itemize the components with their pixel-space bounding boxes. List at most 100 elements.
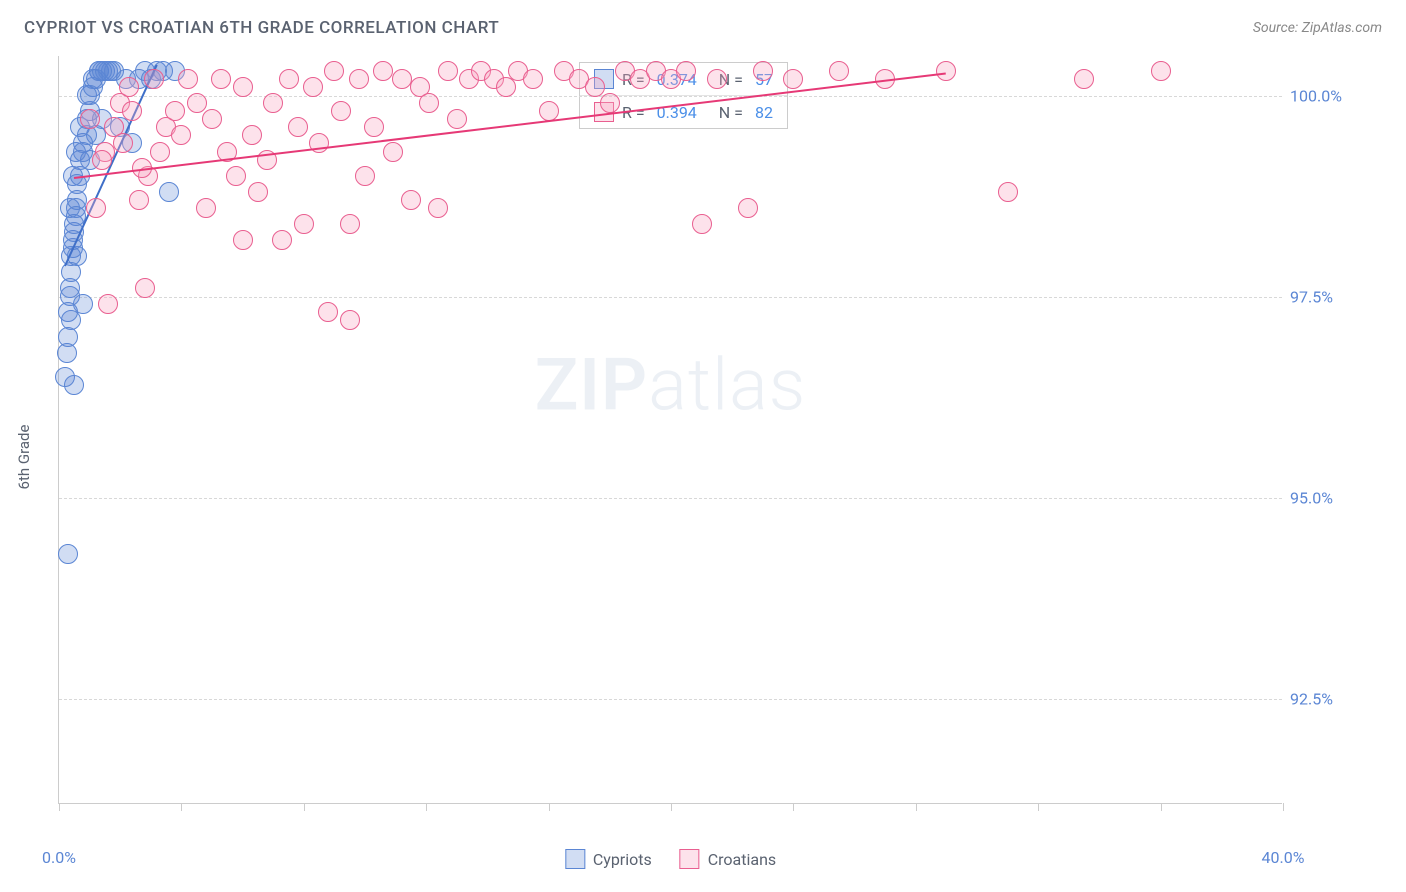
data-point (150, 142, 170, 162)
data-point (171, 125, 191, 145)
data-point (585, 77, 605, 97)
data-point (692, 214, 712, 234)
data-point (86, 198, 106, 218)
chart-area: 6th Grade ZIPatlas R =0.374N =57R =0.394… (42, 56, 1382, 840)
data-point (73, 294, 93, 314)
legend-label: Croatians (708, 850, 776, 869)
data-point (373, 61, 393, 81)
data-point (428, 198, 448, 218)
x-tick (181, 803, 182, 811)
data-point (364, 117, 384, 137)
data-point (447, 109, 467, 129)
data-point (324, 61, 344, 81)
data-point (707, 69, 727, 89)
data-point (248, 182, 268, 202)
data-point (355, 166, 375, 186)
data-point (187, 93, 207, 113)
data-point (600, 93, 620, 113)
x-tick (304, 803, 305, 811)
scatter-plot: ZIPatlas R =0.374N =57R =0.394N =82 Cypr… (58, 56, 1282, 804)
n-label: N = (719, 103, 743, 122)
data-point (383, 142, 403, 162)
data-point (272, 230, 292, 250)
data-point (119, 77, 139, 97)
y-axis-label: 6th Grade (15, 425, 33, 490)
data-point (64, 375, 84, 395)
data-point (66, 142, 86, 162)
data-point (202, 109, 222, 129)
chart-title: CYPRIOT VS CROATIAN 6TH GRADE CORRELATIO… (24, 18, 499, 38)
y-tick-label: 92.5% (1290, 690, 1374, 709)
x-tick-label: 0.0% (42, 848, 76, 867)
data-point (340, 310, 360, 330)
legend-item: Cypriots (565, 849, 652, 869)
header: CYPRIOT VS CROATIAN 6TH GRADE CORRELATIO… (0, 0, 1406, 46)
legend-swatch (680, 849, 700, 869)
data-point (226, 166, 246, 186)
x-tick-label: 40.0% (1262, 848, 1305, 867)
data-point (318, 302, 338, 322)
data-point (523, 69, 543, 89)
data-point (998, 182, 1018, 202)
data-point (135, 278, 155, 298)
data-point (144, 69, 164, 89)
x-tick (426, 803, 427, 811)
data-point (419, 93, 439, 113)
data-point (211, 69, 231, 89)
data-point (98, 294, 118, 314)
data-point (783, 69, 803, 89)
data-point (829, 61, 849, 81)
data-point (58, 544, 78, 564)
data-point (159, 182, 179, 202)
data-point (676, 61, 696, 81)
data-point (61, 310, 81, 330)
legend-swatch (565, 849, 585, 869)
data-point (242, 125, 262, 145)
data-point (165, 101, 185, 121)
data-point (1074, 69, 1094, 89)
data-point (401, 190, 421, 210)
x-tick (916, 803, 917, 811)
data-point (392, 69, 412, 89)
data-point (92, 150, 112, 170)
data-point (303, 77, 323, 97)
data-point (496, 77, 516, 97)
data-point (753, 61, 773, 81)
data-point (263, 93, 283, 113)
x-tick (671, 803, 672, 811)
data-point (233, 77, 253, 97)
x-tick (1283, 803, 1284, 811)
data-point (113, 133, 133, 153)
series-legend: Cypriots Croatians (565, 849, 776, 869)
data-point (233, 230, 253, 250)
data-point (60, 198, 80, 218)
x-tick (1161, 803, 1162, 811)
data-point (936, 61, 956, 81)
x-tick (59, 803, 60, 811)
legend-label: Cypriots (593, 850, 652, 869)
source-attribution: Source: ZipAtlas.com (1253, 20, 1382, 36)
watermark: ZIPatlas (535, 342, 807, 427)
gridline-h (59, 297, 1282, 298)
data-point (309, 133, 329, 153)
y-tick-label: 95.0% (1290, 489, 1374, 508)
n-value: 82 (755, 103, 773, 122)
gridline-h (59, 699, 1282, 700)
data-point (331, 101, 351, 121)
data-point (77, 85, 97, 105)
y-tick-label: 100.0% (1290, 87, 1374, 106)
data-point (738, 198, 758, 218)
data-point (80, 109, 100, 129)
data-point (279, 69, 299, 89)
data-point (178, 69, 198, 89)
x-tick (1038, 803, 1039, 811)
data-point (438, 61, 458, 81)
data-point (340, 214, 360, 234)
data-point (349, 69, 369, 89)
legend-item: Croatians (680, 849, 776, 869)
x-tick (793, 803, 794, 811)
y-tick-label: 97.5% (1290, 288, 1374, 307)
data-point (129, 190, 149, 210)
data-point (196, 198, 216, 218)
gridline-h (59, 498, 1282, 499)
